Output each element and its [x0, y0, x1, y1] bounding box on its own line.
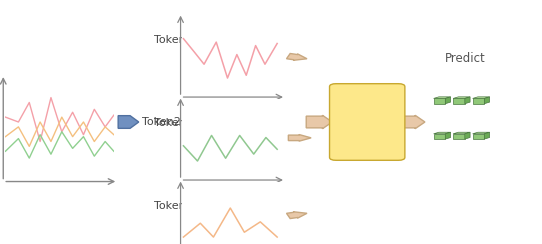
Polygon shape: [473, 132, 489, 134]
Text: Token2: Token2: [142, 118, 181, 127]
Polygon shape: [473, 97, 489, 98]
Text: Token3: Token3: [154, 201, 193, 211]
Polygon shape: [473, 134, 485, 139]
Text: Token2: Token2: [154, 118, 193, 128]
FancyArrow shape: [288, 134, 311, 141]
Text: Token1: Token1: [154, 35, 193, 45]
Polygon shape: [485, 97, 489, 104]
Polygon shape: [434, 97, 450, 98]
FancyArrow shape: [287, 212, 307, 219]
Polygon shape: [473, 98, 485, 104]
Polygon shape: [465, 132, 470, 139]
FancyArrow shape: [287, 53, 307, 60]
Polygon shape: [453, 134, 465, 139]
Polygon shape: [434, 98, 446, 104]
Polygon shape: [446, 97, 450, 104]
Polygon shape: [485, 132, 489, 139]
Polygon shape: [453, 97, 470, 98]
FancyArrow shape: [118, 116, 139, 128]
Text: Transformer: Transformer: [338, 117, 397, 127]
FancyArrow shape: [306, 115, 332, 129]
FancyArrow shape: [401, 115, 425, 129]
Polygon shape: [434, 134, 446, 139]
FancyBboxPatch shape: [330, 84, 405, 160]
Polygon shape: [453, 132, 470, 134]
Polygon shape: [434, 132, 450, 134]
Polygon shape: [446, 132, 450, 139]
Text: Predict: Predict: [444, 52, 486, 65]
Polygon shape: [465, 97, 470, 104]
Polygon shape: [453, 98, 465, 104]
